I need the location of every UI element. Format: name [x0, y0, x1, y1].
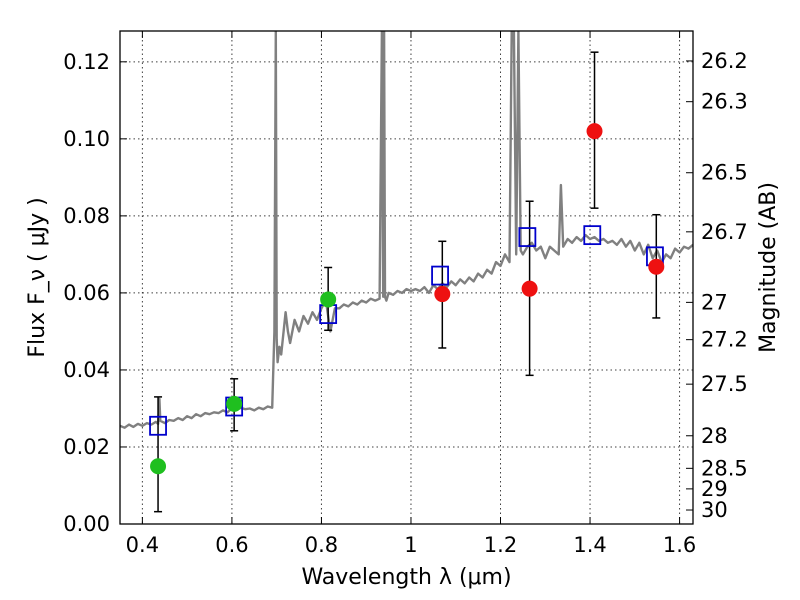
- y-tick-label: 0.12: [63, 50, 110, 74]
- x-tick-label: 1.6: [663, 533, 696, 557]
- spectrum-layer: [120, 31, 693, 429]
- x-tick-label: 1: [404, 533, 417, 557]
- x-tick-label: 0.8: [305, 533, 338, 557]
- right-tick-label: 28: [701, 424, 728, 448]
- model-square-marker: [518, 227, 537, 247]
- data-point: [150, 458, 167, 475]
- model-square-marker: [149, 415, 167, 436]
- y-axis-label-right: Magnitude (AB): [756, 182, 781, 353]
- y-tick-label: 0.10: [63, 127, 110, 151]
- data-point: [521, 280, 538, 297]
- y-tick-label: 0.02: [63, 435, 110, 459]
- x-tick-label: 1.4: [573, 533, 606, 557]
- right-tick-label: 26.3: [701, 90, 748, 114]
- marker-layer: [149, 123, 665, 475]
- x-tick-label: 0.6: [215, 533, 248, 557]
- data-point: [648, 258, 665, 275]
- spectrum-line: [120, 31, 693, 429]
- tick-layer: 0.4 0.6 0.8 1 1.2 1.4 1.6 0.00 0.02 0.04 0.06 0.08 0…: [63, 31, 748, 557]
- y-tick-label: 0.04: [63, 358, 110, 382]
- right-tick-label: 28.5: [701, 456, 748, 480]
- x-axis-label: Wavelength λ (μm): [301, 565, 511, 590]
- model-square-marker: [583, 225, 602, 246]
- x-tick-label: 0.4: [126, 533, 159, 557]
- y-tick-label: 0.06: [63, 281, 110, 305]
- y-axis-label-left: Flux F_ν ( μJy ): [25, 197, 50, 357]
- right-tick-label: 27.2: [701, 328, 748, 352]
- right-tick-label: 27.5: [701, 372, 748, 396]
- model-square-marker: [431, 265, 449, 286]
- errorbar-layer: [154, 51, 661, 513]
- grid: [120, 31, 693, 524]
- right-tick-label: 29: [701, 477, 728, 501]
- data-point: [320, 291, 337, 308]
- data-point: [586, 123, 603, 140]
- x-tick-label: 1.2: [484, 533, 517, 557]
- right-tick-label: 26.2: [701, 49, 748, 73]
- data-point: [434, 286, 451, 303]
- right-tick-label: 26.5: [701, 161, 748, 185]
- data-point: [226, 395, 243, 412]
- y-tick-label: 0.08: [63, 204, 110, 228]
- right-tick-label: 26.7: [701, 220, 748, 244]
- plot-frame: [119, 30, 694, 525]
- right-tick-label: 27: [701, 290, 728, 314]
- right-tick-label: 30: [701, 498, 728, 522]
- y-tick-label: 0.00: [63, 512, 110, 536]
